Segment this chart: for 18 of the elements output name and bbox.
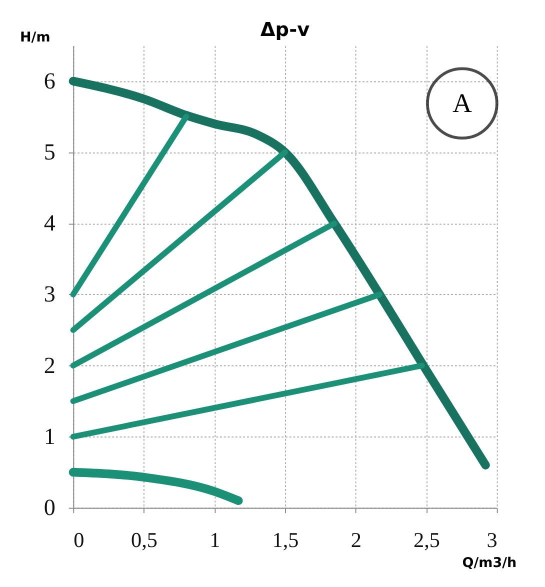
chart-title: Δp-v [260,18,310,41]
y-tick-label: 2 [44,352,56,378]
x-axis-title: Q/m3/h [462,555,517,572]
x-tick-label: 2 [350,528,362,552]
x-tick-label: 2,5 [413,528,440,552]
x-tick-label: 0,5 [131,528,158,552]
y-tick-label: 4 [44,210,56,236]
y-tick-label: 6 [44,67,56,94]
y-tick-label: 0 [44,494,56,520]
x-tick-label: 1,5 [272,528,299,552]
x-tick-label: 3 [486,528,498,552]
x-tick-label: 1 [210,528,220,552]
y-tick-label: 3 [44,280,56,307]
x-tick-label: 0 [74,528,84,552]
annotation: A [452,88,472,118]
y-tick-label: 5 [44,138,56,164]
y-tick-label: 1 [44,422,56,449]
y-axis-title: H/m [20,29,50,46]
